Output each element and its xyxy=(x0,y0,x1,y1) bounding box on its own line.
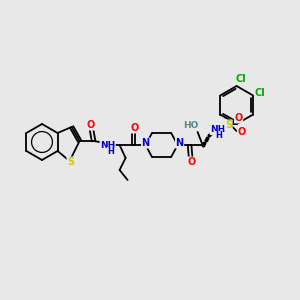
Text: O: O xyxy=(238,127,246,137)
Text: N: N xyxy=(176,138,184,148)
Text: HO: HO xyxy=(183,122,198,130)
Text: O: O xyxy=(235,113,243,123)
Text: Cl: Cl xyxy=(235,74,246,84)
Text: NH: NH xyxy=(100,142,115,151)
Text: O: O xyxy=(86,120,95,130)
Text: N: N xyxy=(142,138,150,148)
Text: Cl: Cl xyxy=(255,88,266,98)
Text: S: S xyxy=(225,120,232,130)
Text: O: O xyxy=(130,123,139,133)
Text: H: H xyxy=(215,131,222,140)
Text: H: H xyxy=(107,148,114,157)
Text: NH: NH xyxy=(210,125,225,134)
Text: O: O xyxy=(188,157,196,167)
Text: S: S xyxy=(67,157,74,167)
